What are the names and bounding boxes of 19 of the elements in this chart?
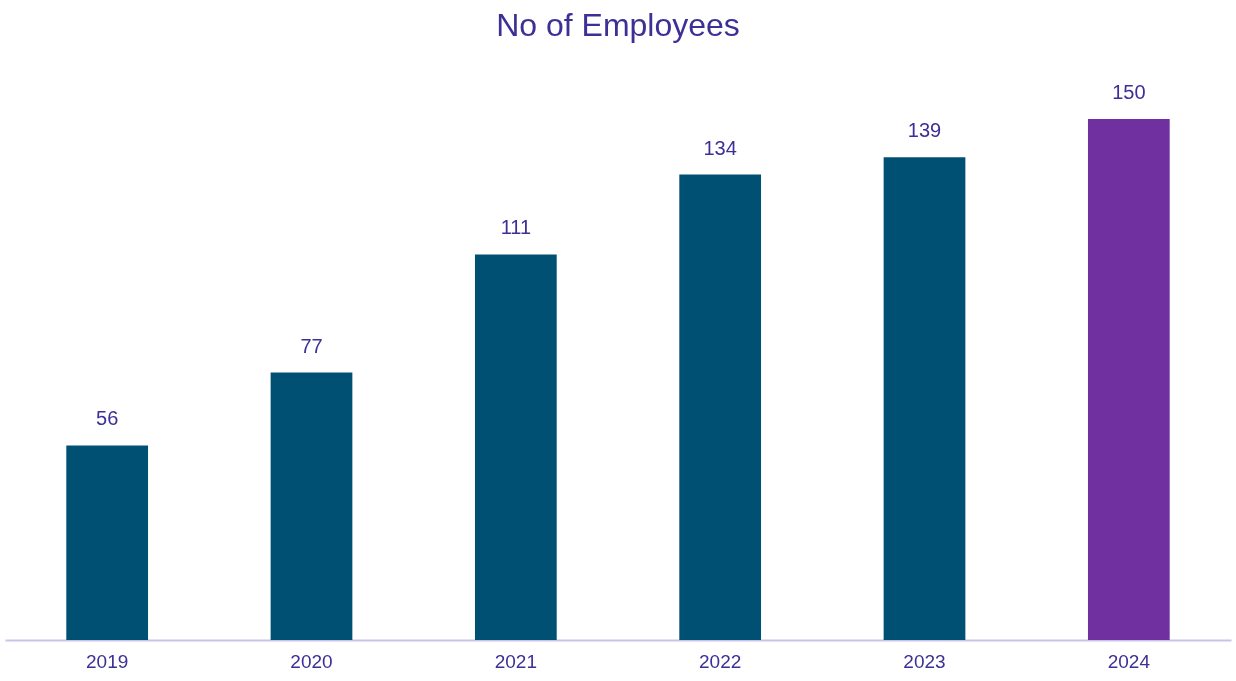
bar [1087,119,1170,640]
data-label: 111 [500,216,532,239]
data-label: 77 [300,334,323,357]
bar [270,372,353,640]
x-tick-label: 2022 [699,650,742,672]
bar [474,254,557,640]
chart-title: No of Employees [496,7,740,43]
data-label: 56 [96,407,119,430]
x-tick-label: 2020 [290,650,333,672]
bar [679,174,762,640]
x-tick-label: 2019 [86,650,129,672]
x-tick-label: 2024 [1107,650,1151,672]
x-tick-label: 2021 [494,650,537,672]
data-label: 150 [1112,81,1146,103]
data-label: 134 [703,136,737,159]
bar [883,157,966,640]
data-label: 139 [907,119,942,142]
x-tick-label: 2023 [903,650,946,672]
bar [66,445,149,640]
